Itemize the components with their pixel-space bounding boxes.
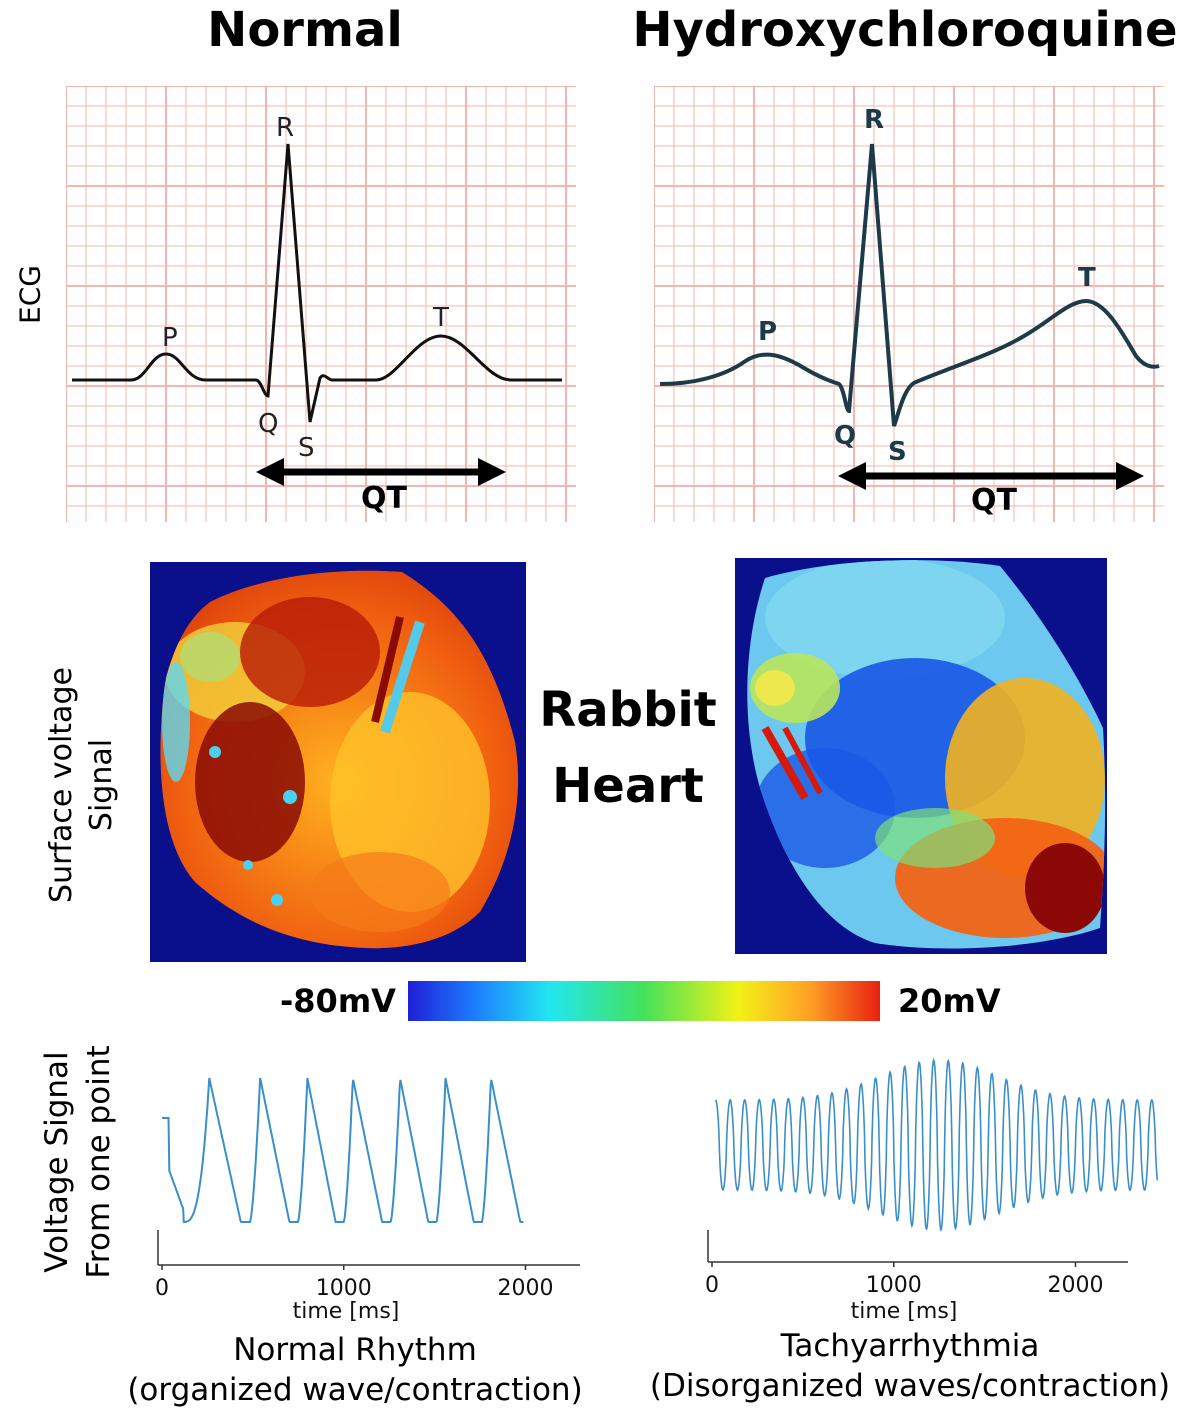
- ecg-hcq-qt-label: QT: [971, 483, 1018, 518]
- normal-heart-map: [150, 562, 526, 962]
- ecg-normal-s-label: S: [298, 433, 315, 463]
- ecg-normal-qt-label: QT: [361, 481, 408, 516]
- rabbit-heart-label: Rabbit Heart: [528, 672, 728, 824]
- hcq-xlabel: time [ms]: [851, 1299, 958, 1324]
- ecg-hcq-r-label: R: [864, 105, 884, 135]
- ecg-normal-panel: P R Q S T QT: [66, 86, 576, 522]
- surface-row-label-line1: Surface voltage: [44, 667, 79, 903]
- normal-xlabel: time [ms]: [293, 1299, 400, 1324]
- x-tick-label: 2000: [1047, 1273, 1103, 1298]
- rabbit-heart-line1: Rabbit: [539, 682, 717, 738]
- hcq-heart-map: [735, 558, 1107, 954]
- normal-trace-line: [162, 1077, 524, 1223]
- surface-row-label: Surface voltage Signal: [42, 635, 122, 935]
- normal-caption-line2: (organized wave/contraction): [127, 1372, 583, 1408]
- x-tick-label: 2000: [497, 1276, 553, 1301]
- voltage-colorbar: [408, 981, 880, 1021]
- normal-title: Normal: [207, 2, 403, 58]
- rabbit-heart-line2: Heart: [552, 758, 704, 814]
- voltage-row-label-line1: Voltage Signal: [39, 1051, 75, 1273]
- ecg-row-label: ECG: [13, 265, 47, 324]
- x-tick-label: 1000: [316, 1276, 372, 1301]
- colorbar-max-label: 20mV: [898, 982, 1001, 1020]
- ecg-normal-qt-arrow: [256, 458, 506, 486]
- normal-caption: Normal Rhythm (organized wave/contractio…: [120, 1332, 590, 1408]
- ecg-normal-t-label: T: [432, 303, 449, 333]
- ecg-hcq-q-label: Q: [834, 421, 856, 451]
- normal-trace-chart: 0 1000 2000 time [ms]: [155, 1077, 580, 1324]
- x-tick-label: 0: [705, 1273, 719, 1298]
- hcq-trace-line: [714, 1057, 1159, 1232]
- hcq-trace-chart: 0 1000 2000 time [ms]: [705, 1057, 1159, 1324]
- ecg-normal-p-label: P: [162, 323, 178, 353]
- x-tick-label: 1000: [866, 1273, 922, 1298]
- hcq-caption: Tachyarrhythmia (Disorganized waves/cont…: [640, 1328, 1180, 1404]
- ecg-hcq-p-label: P: [758, 317, 777, 347]
- ecg-hcq-t-label: T: [1078, 263, 1096, 293]
- voltage-row-label-line2: From one point: [81, 1045, 117, 1279]
- hcq-caption-line1: Tachyarrhythmia: [780, 1328, 1040, 1364]
- colorbar-min-label: -80mV: [280, 982, 396, 1020]
- voltage-row-label: Voltage Signal From one point: [36, 992, 120, 1332]
- ecg-normal-waveform: [72, 143, 562, 423]
- x-tick-label: 0: [155, 1276, 169, 1301]
- ecg-hcq-s-label: S: [888, 437, 907, 467]
- ecg-normal-r-label: R: [276, 113, 294, 143]
- ecg-normal-grid: [66, 86, 576, 522]
- ecg-hcq-qt-arrow: [838, 462, 1144, 490]
- ecg-hcq-panel: P R Q S T QT: [654, 86, 1164, 522]
- ecg-hcq-waveform: [659, 143, 1160, 427]
- normal-caption-line1: Normal Rhythm: [233, 1332, 477, 1368]
- ecg-normal-q-label: Q: [258, 409, 278, 439]
- hcq-caption-line2: (Disorganized waves/contraction): [649, 1368, 1171, 1404]
- hcq-title: Hydroxychloroquine: [632, 2, 1178, 58]
- ecg-hcq-grid: [654, 86, 1164, 522]
- surface-row-label-line2: Signal: [84, 738, 119, 832]
